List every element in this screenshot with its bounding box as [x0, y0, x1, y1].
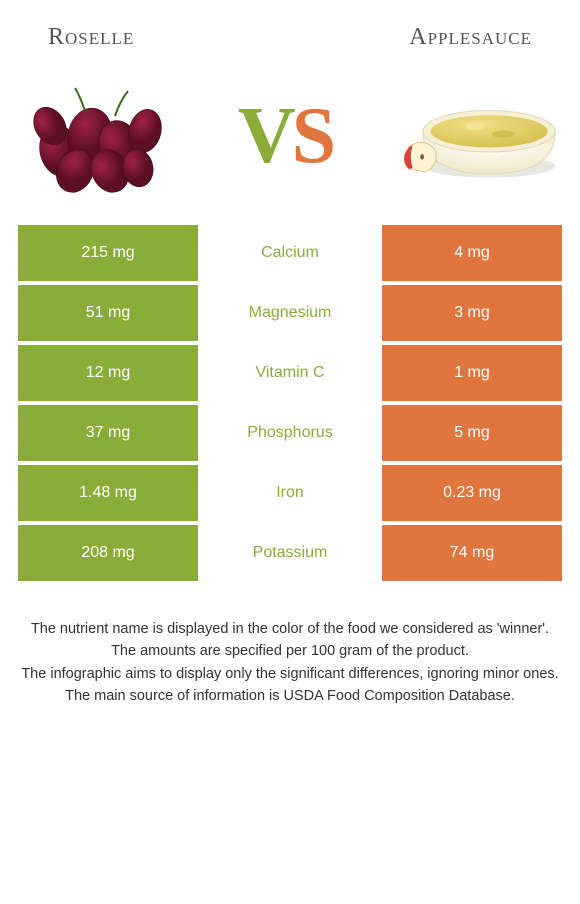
left-value-cell: 51 mg: [18, 285, 198, 341]
right-value-cell: 4 mg: [382, 225, 562, 281]
footer-line-4: The main source of information is USDA F…: [14, 686, 566, 706]
header-row: Roselle Applesauce: [0, 0, 580, 59]
footer-line-2: The amounts are specified per 100 gram o…: [14, 641, 566, 661]
right-value-cell: 0.23 mg: [382, 465, 562, 521]
vs-v: V: [238, 92, 292, 180]
footer-notes: The nutrient name is displayed in the co…: [0, 585, 580, 706]
left-value-cell: 1.48 mg: [18, 465, 198, 521]
nutrient-name-cell: Vitamin C: [198, 345, 382, 401]
nutrient-name-cell: Potassium: [198, 525, 382, 581]
right-food-title: Applesauce: [409, 24, 532, 51]
applesauce-image: [390, 71, 560, 201]
right-value-cell: 1 mg: [382, 345, 562, 401]
right-value-cell: 5 mg: [382, 405, 562, 461]
table-row: 208 mgPotassium74 mg: [18, 525, 562, 581]
nutrient-name-cell: Magnesium: [198, 285, 382, 341]
table-row: 1.48 mgIron0.23 mg: [18, 465, 562, 521]
right-value-cell: 74 mg: [382, 525, 562, 581]
nutrient-name-cell: Phosphorus: [198, 405, 382, 461]
nutrient-table: 215 mgCalcium4 mg51 mgMagnesium3 mg12 mg…: [18, 225, 562, 581]
vs-s: S: [292, 92, 333, 180]
nutrient-name-cell: Iron: [198, 465, 382, 521]
roselle-image: [20, 76, 180, 196]
left-value-cell: 208 mg: [18, 525, 198, 581]
footer-line-3: The infographic aims to display only the…: [14, 664, 566, 684]
left-value-cell: 12 mg: [18, 345, 198, 401]
nutrient-name-cell: Calcium: [198, 225, 382, 281]
right-value-cell: 3 mg: [382, 285, 562, 341]
vs-label: VS: [238, 96, 332, 176]
left-value-cell: 215 mg: [18, 225, 198, 281]
table-row: 215 mgCalcium4 mg: [18, 225, 562, 281]
left-food-title: Roselle: [48, 24, 134, 51]
table-row: 37 mgPhosphorus5 mg: [18, 405, 562, 461]
footer-line-1: The nutrient name is displayed in the co…: [14, 619, 566, 639]
table-row: 12 mgVitamin C1 mg: [18, 345, 562, 401]
left-value-cell: 37 mg: [18, 405, 198, 461]
images-row: VS: [0, 59, 580, 225]
table-row: 51 mgMagnesium3 mg: [18, 285, 562, 341]
